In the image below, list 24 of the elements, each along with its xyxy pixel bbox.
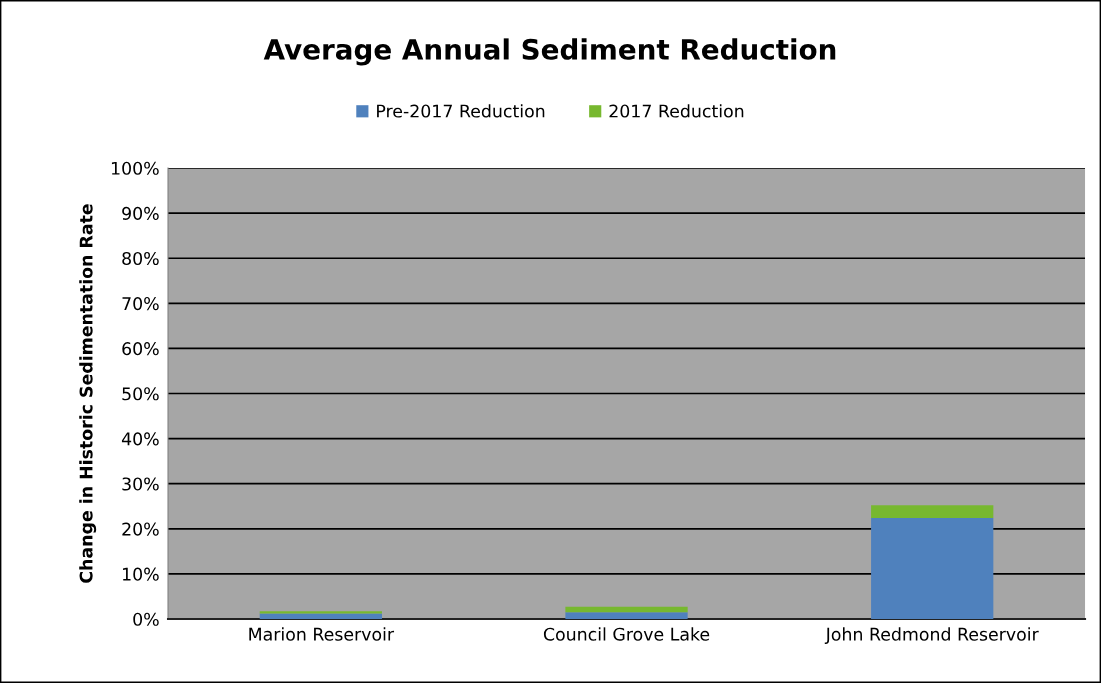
y-tick-label: 10%	[123, 567, 159, 581]
bar	[565, 612, 688, 619]
bar	[259, 611, 382, 614]
y-tick-label: 40%	[121, 432, 159, 446]
y-tick-label: 90%	[122, 206, 159, 220]
legend-label: 2017 Reduction	[609, 104, 744, 118]
y-tick-label: 0%	[133, 612, 159, 626]
y-tick-label: 20%	[122, 522, 159, 536]
legend-label: Pre-2017 Reduction	[377, 104, 545, 118]
bar	[871, 505, 994, 518]
x-tick-label: Marion Reservoir	[249, 627, 395, 641]
y-axis-title: Change in Historic Sedimentation Rate	[79, 204, 97, 583]
y-tick-label: 30%	[122, 477, 159, 491]
x-tick-label: John Redmond Reservoir	[824, 627, 1039, 644]
y-tick-label: 60%	[122, 342, 159, 356]
x-tick-label: Council Grove Lake	[543, 627, 710, 641]
bar	[259, 613, 382, 619]
bar	[871, 517, 994, 619]
y-tick-label: 70%	[122, 297, 159, 311]
y-tick-label: 80%	[122, 251, 159, 266]
chart-title: Average Annual Sediment Reduction	[263, 38, 836, 66]
bar	[565, 606, 688, 613]
y-tick-label: 100%	[111, 161, 159, 175]
y-tick-label: 50%	[122, 387, 159, 401]
